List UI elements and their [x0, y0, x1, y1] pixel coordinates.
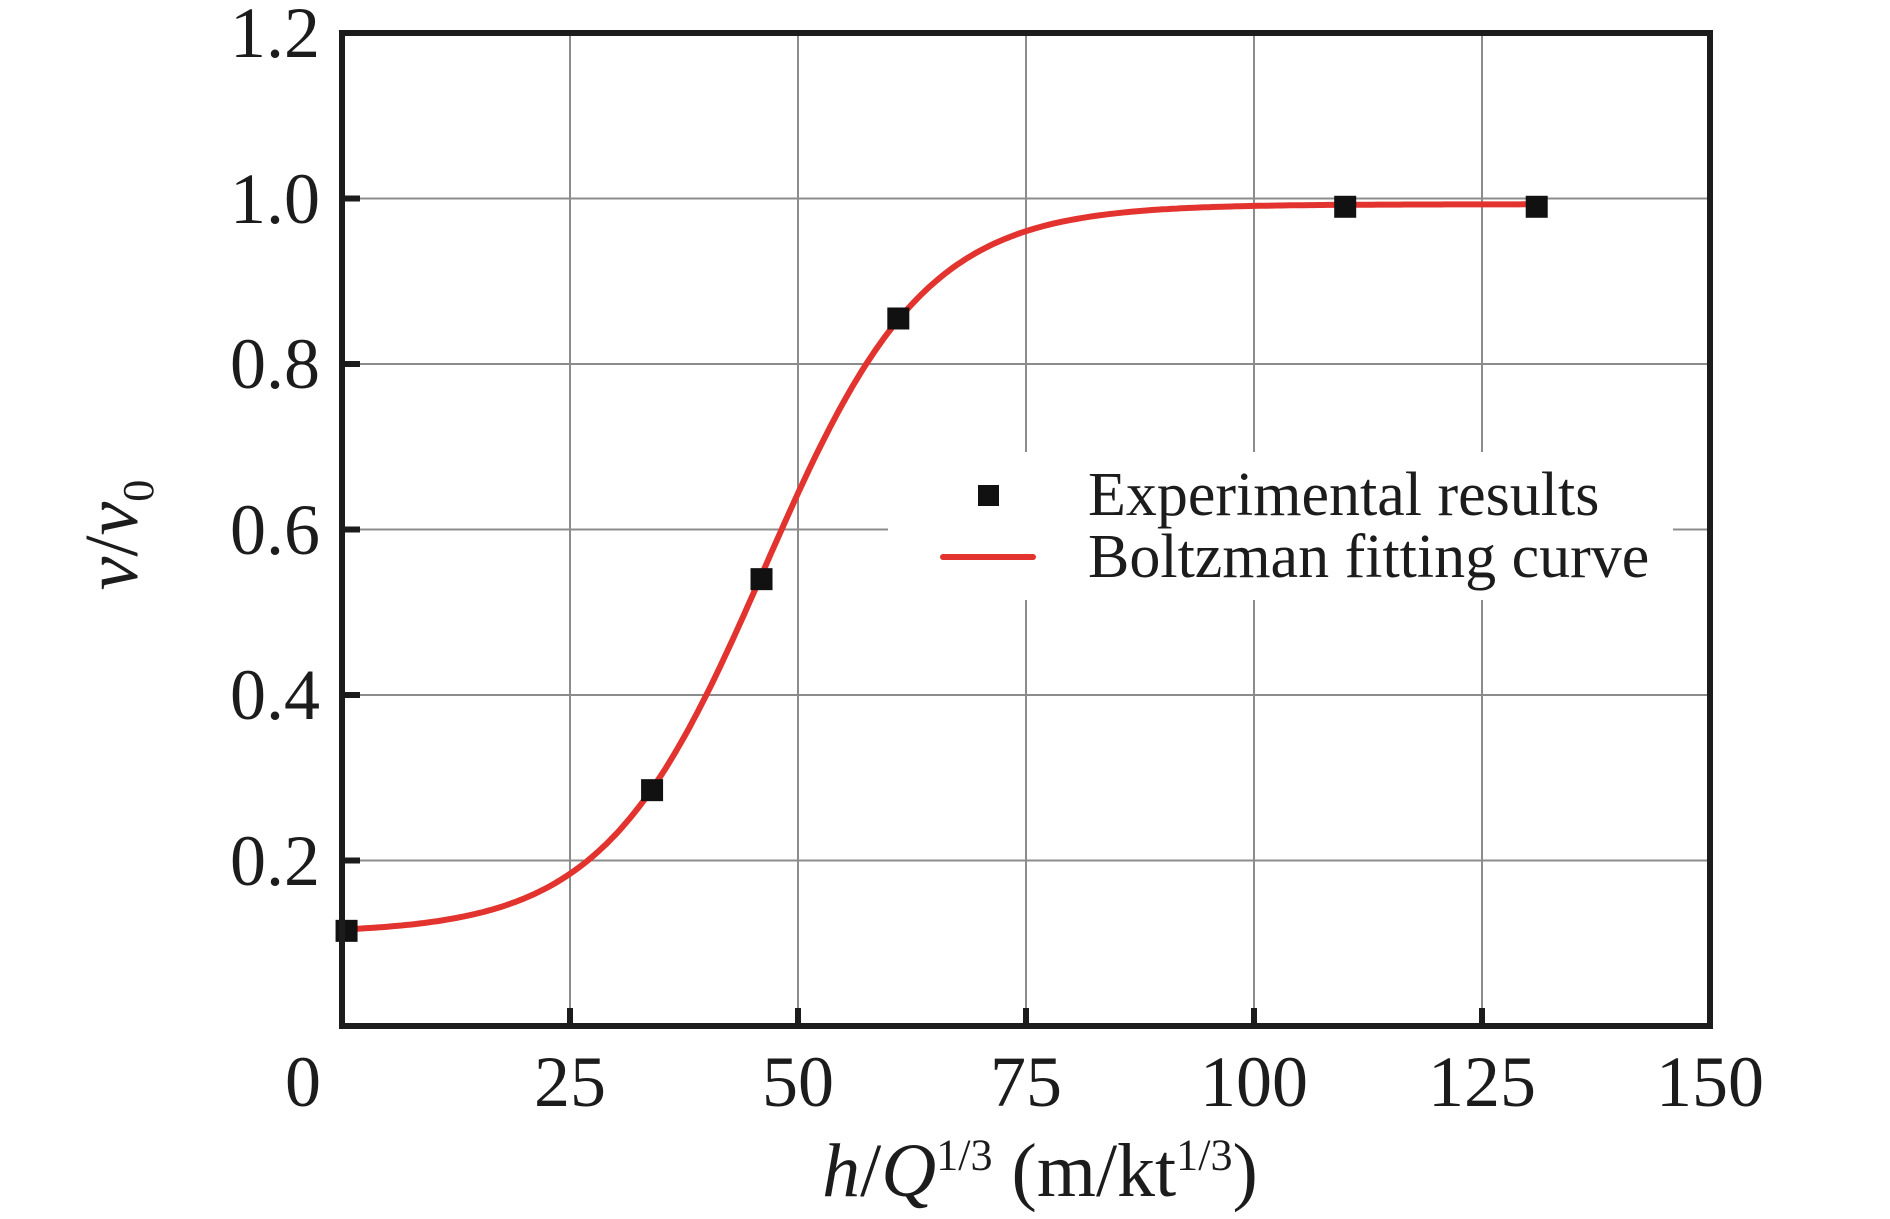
square-marker-icon: [977, 484, 999, 506]
data-point-marker: [641, 779, 664, 802]
legend-entry-fit: Boltzman fitting curve: [888, 526, 1649, 588]
legend: Experimental results Boltzman fitting cu…: [888, 452, 1674, 600]
legend-swatch-experimental: [888, 484, 1088, 506]
data-point-marker: [1334, 195, 1357, 218]
data-point-marker: [335, 919, 358, 942]
legend-entry-experimental: Experimental results: [888, 464, 1649, 526]
line-sample-icon: [940, 554, 1036, 560]
data-point-marker: [1525, 195, 1548, 218]
legend-label-experimental: Experimental results: [1088, 461, 1600, 529]
data-point-marker: [750, 568, 773, 591]
legend-label-fit: Boltzman fitting curve: [1088, 523, 1650, 591]
legend-swatch-fit: [888, 554, 1088, 560]
data-point-marker: [887, 307, 910, 330]
